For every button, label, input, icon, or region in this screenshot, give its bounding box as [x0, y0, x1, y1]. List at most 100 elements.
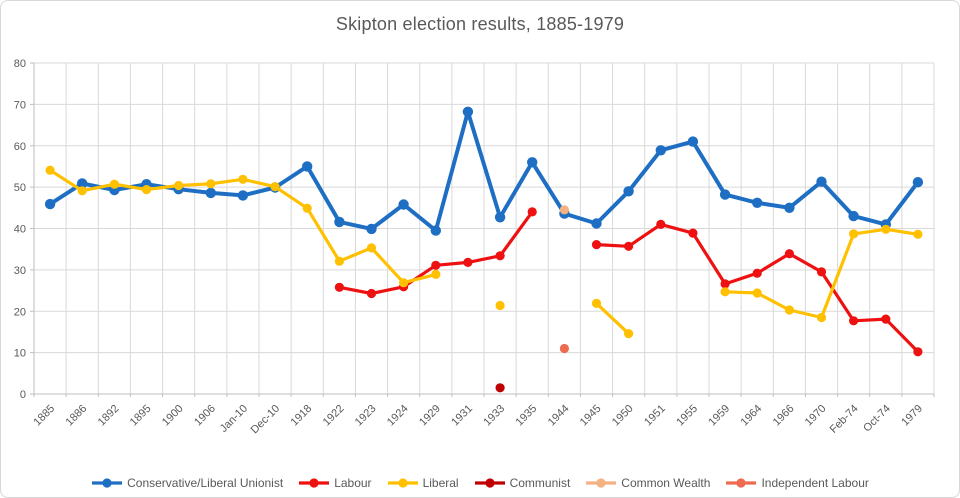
data-point	[366, 288, 377, 299]
x-tick-label: 1966	[771, 403, 797, 429]
data-point	[206, 179, 216, 189]
data-point	[816, 312, 827, 323]
data-point	[848, 210, 859, 222]
y-tick-label: 50	[14, 182, 26, 194]
y-tick-label: 80	[14, 58, 26, 70]
legend-marker-icon	[726, 478, 757, 488]
data-point	[881, 224, 891, 234]
data-point	[366, 223, 377, 235]
data-point	[238, 174, 248, 184]
chart-title: Skipton election results, 1885-1979	[335, 14, 625, 34]
legend-item-communist: Communist	[474, 476, 571, 490]
legend-marker-icon	[586, 478, 617, 488]
data-point	[302, 203, 312, 213]
data-point	[752, 268, 762, 278]
data-point	[688, 228, 698, 238]
x-tick-label: 1922	[321, 403, 347, 429]
data-point	[816, 176, 827, 187]
data-point	[559, 343, 570, 354]
legend-label: Communist	[509, 476, 571, 490]
x-tick-label: Jan-10	[218, 403, 250, 435]
data-point	[399, 278, 409, 288]
series-communist	[495, 383, 505, 393]
data-point	[334, 256, 344, 266]
legend-marker-icon	[299, 478, 330, 488]
data-point	[237, 190, 249, 201]
data-point	[912, 177, 924, 188]
data-point	[431, 260, 441, 270]
data-point	[109, 179, 119, 189]
data-point	[913, 229, 923, 239]
legend-item-conservative-liberal-unionist: Conservative/Liberal Unionist	[91, 476, 283, 490]
x-tick-label: 1951	[642, 403, 668, 429]
x-tick-label: 1906	[192, 403, 218, 429]
legend-item-common-wealth: Common Wealth	[585, 476, 710, 490]
data-point	[495, 300, 505, 311]
legend-item-independent-labour: Independent Labour	[725, 476, 869, 490]
data-point	[655, 145, 666, 156]
x-tick-label: 1950	[610, 403, 636, 429]
data-point	[591, 240, 602, 250]
x-tick-label: Feb-74	[828, 403, 861, 436]
legend-label: Labour	[334, 476, 372, 490]
legend-label: Liberal	[422, 476, 459, 490]
data-point	[174, 180, 184, 191]
y-tick-label: 20	[14, 306, 26, 318]
data-point	[720, 287, 730, 297]
x-tick-label: 1886	[64, 403, 90, 429]
x-tick-label: 1924	[385, 403, 411, 429]
x-tick-label: 1964	[739, 403, 765, 429]
x-tick-label: 1918	[289, 403, 315, 429]
x-tick-label: 1955	[674, 403, 700, 429]
data-point	[784, 305, 795, 315]
x-tick-label: 1900	[160, 403, 186, 429]
data-point	[849, 316, 859, 326]
data-point	[463, 257, 473, 267]
x-tick-label: 1944	[546, 403, 572, 429]
x-tick-label: 1895	[128, 403, 154, 429]
legend-marker-icon	[387, 478, 418, 488]
x-tick-label: Dec-10	[249, 403, 283, 437]
data-point	[334, 282, 344, 292]
y-tick-label: 10	[14, 348, 26, 360]
legend-label: Independent Labour	[761, 476, 869, 490]
data-point	[45, 165, 55, 175]
data-point	[334, 216, 345, 228]
data-point	[849, 229, 859, 239]
data-point	[77, 186, 87, 196]
legend-marker-icon	[474, 478, 505, 488]
data-point	[366, 243, 377, 253]
y-tick-label: 60	[14, 141, 26, 153]
gridlines	[34, 62, 935, 394]
data-point	[881, 314, 891, 324]
y-tick-label: 30	[14, 265, 26, 277]
series-common-wealth	[559, 205, 570, 215]
series-liberal	[45, 165, 923, 339]
legend-item-labour: Labour	[298, 476, 372, 490]
data-point	[623, 186, 634, 197]
x-tick-label: 1935	[514, 403, 540, 429]
legend-label: Common Wealth	[621, 476, 711, 490]
data-point	[141, 185, 152, 195]
data-point	[431, 269, 441, 279]
data-point	[591, 298, 602, 308]
x-tick-label: Oct-74	[861, 403, 893, 435]
data-point	[494, 212, 506, 223]
data-point	[270, 182, 280, 192]
legend-marker-icon	[92, 478, 123, 488]
legend-label: Conservative/Liberal Unionist	[127, 476, 284, 490]
data-point	[913, 347, 923, 357]
data-point	[527, 157, 538, 168]
x-tick-label: 1979	[899, 403, 925, 429]
series-labour	[334, 207, 923, 357]
x-tick-label: 1959	[706, 403, 732, 429]
x-tick-label: 1931	[449, 403, 475, 429]
data-point	[462, 106, 474, 118]
x-tick-label: 1929	[417, 403, 443, 429]
data-point	[495, 383, 505, 393]
data-point	[591, 218, 602, 229]
data-point	[495, 251, 505, 261]
